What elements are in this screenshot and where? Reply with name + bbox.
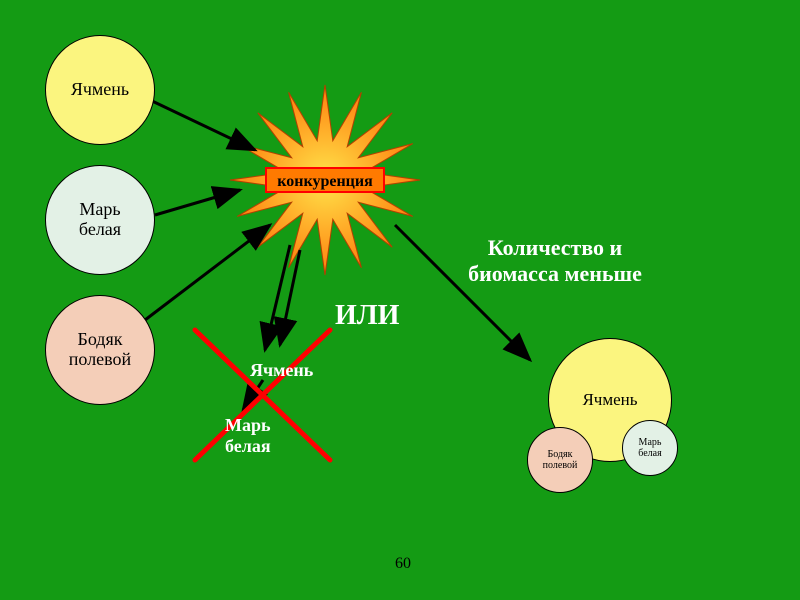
crossed-label-mar: Марь белая bbox=[225, 415, 271, 457]
circle-barley-label: Ячмень bbox=[71, 80, 129, 100]
circle-mar-label: Марь белая bbox=[79, 200, 121, 240]
circle-bodyak: Бодяк полевой bbox=[45, 295, 155, 405]
page-number-text: 60 bbox=[395, 555, 411, 572]
circle-bodyak-label: Бодяк полевой bbox=[69, 330, 131, 370]
circle-mar: Марь белая bbox=[45, 165, 155, 275]
crossed-label-mar-text: Марь белая bbox=[225, 415, 271, 456]
competition-label-text: конкуренция bbox=[277, 173, 373, 190]
competition-label: конкуренция bbox=[265, 167, 385, 193]
diagram-stage: Ячмень Марь белая Бодяк полевой конкурен… bbox=[0, 0, 800, 600]
right-heading-line1: Количество и bbox=[425, 235, 685, 261]
right-heading: Количество и биомасса меньше bbox=[425, 235, 685, 287]
crossed-label-barley: Ячмень bbox=[250, 360, 313, 381]
or-label: ИЛИ bbox=[335, 300, 399, 332]
circle-barley: Ячмень bbox=[45, 35, 155, 145]
crossed-label-barley-text: Ячмень bbox=[250, 360, 313, 380]
or-label-text: ИЛИ bbox=[335, 300, 399, 331]
cluster-barley-label: Ячмень bbox=[582, 391, 637, 410]
cluster-bodyak-label: Бодяк полевой bbox=[543, 449, 578, 471]
right-heading-line2: биомасса меньше bbox=[425, 261, 685, 287]
cluster-mar-label: Марь белая bbox=[638, 437, 661, 459]
cluster-circle-mar: Марь белая bbox=[622, 420, 678, 476]
cluster-circle-bodyak: Бодяк полевой bbox=[527, 427, 593, 493]
page-number: 60 bbox=[395, 555, 411, 573]
